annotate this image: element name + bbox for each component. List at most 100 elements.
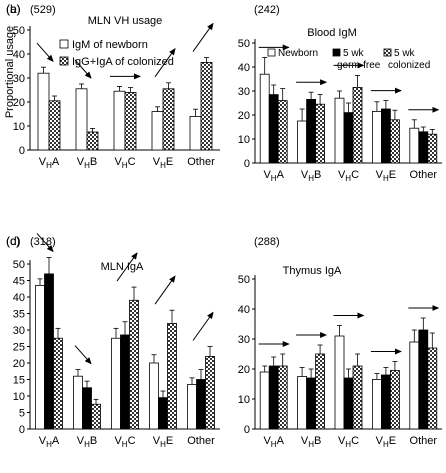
y-tick-label: 20 <box>238 364 250 376</box>
bar <box>306 377 317 430</box>
bar <box>113 90 126 151</box>
panel-title: Thymus IgA <box>283 265 342 277</box>
trend-arrow <box>74 345 92 365</box>
panel-label: (c) <box>6 234 20 248</box>
x-tick-label: Other <box>410 169 438 181</box>
panel-title: MLN IgA <box>101 261 144 273</box>
legend-label: IgG+IgA of colonized <box>72 56 174 68</box>
bar <box>315 353 326 430</box>
bar <box>277 365 288 430</box>
bar <box>259 73 270 164</box>
x-tick-label: VHC <box>114 435 135 449</box>
y-tick-label: 30 <box>238 86 250 98</box>
bar <box>53 337 63 430</box>
bar <box>315 103 326 164</box>
bar <box>124 92 137 151</box>
panel-label: (d) <box>6 234 21 248</box>
x-tick-label: VHA <box>39 435 60 449</box>
y-tick-label: 10 <box>238 134 250 146</box>
x-tick-label: VHC <box>338 435 359 449</box>
bar <box>189 116 202 151</box>
bar <box>277 100 288 164</box>
x-tick-label: VHA <box>39 156 60 170</box>
panel-label: (b) <box>6 2 21 16</box>
x-tick-label: VHB <box>77 435 97 449</box>
x-tick-label: VHE <box>376 435 396 449</box>
y-tick-label: 50 <box>238 38 250 50</box>
y-tick-label: 30 <box>238 334 250 346</box>
bar <box>389 119 400 164</box>
trend-arrow <box>154 47 176 78</box>
bar <box>418 131 429 164</box>
bar <box>162 88 175 151</box>
y-tick-label: 50 <box>13 259 25 271</box>
y-axis-label: Proportional usage <box>4 26 16 118</box>
bar <box>259 371 270 430</box>
bar <box>371 379 382 430</box>
y-tick-label: 20 <box>13 358 25 370</box>
bar <box>297 376 308 430</box>
bar <box>205 355 215 430</box>
x-tick-label: VHE <box>153 156 173 170</box>
x-tick-label: VHC <box>114 156 135 170</box>
y-tick-label: 40 <box>13 292 25 304</box>
bar <box>35 285 45 430</box>
x-tick-label: VHA <box>263 435 284 449</box>
bar <box>334 335 345 430</box>
y-tick-label: 10 <box>13 121 25 133</box>
x-tick-label: VHB <box>301 435 321 449</box>
sample-count: (242) <box>254 4 280 16</box>
bar <box>48 100 61 151</box>
y-tick-label: 35 <box>13 309 25 321</box>
y-tick-label: 0 <box>244 424 250 436</box>
bar <box>343 377 354 430</box>
bar <box>196 379 206 430</box>
trend-arrow <box>192 22 214 52</box>
bar <box>268 94 279 164</box>
y-tick-label: 45 <box>13 276 25 288</box>
bar <box>129 299 139 430</box>
legend-label: 5 wk colonized <box>388 48 430 71</box>
panel-label: (a) <box>6 2 21 16</box>
x-tick-label: VHC <box>338 169 359 183</box>
trend-arrow <box>154 275 176 305</box>
y-tick-label: 30 <box>13 73 25 85</box>
bar <box>306 99 317 164</box>
bar <box>111 337 121 430</box>
bar <box>380 374 391 430</box>
bar <box>427 133 438 164</box>
y-tick-label: 20 <box>13 97 25 109</box>
bar <box>352 365 363 430</box>
bar <box>409 341 420 430</box>
legend-swatch <box>267 48 276 57</box>
y-tick-label: 40 <box>238 62 250 74</box>
panel-title: MLN VH usage <box>88 15 163 27</box>
panel-title: Blood IgM <box>307 27 357 39</box>
legend-label: 5 wk germ-free <box>337 48 381 71</box>
x-tick-label: Other <box>187 156 215 168</box>
bar <box>200 62 213 151</box>
bar <box>268 365 279 430</box>
bar <box>380 108 391 164</box>
bar <box>371 111 382 164</box>
x-tick-label: VHE <box>376 169 396 183</box>
bar <box>427 347 438 430</box>
legend-swatch <box>332 48 341 57</box>
y-tick-label: 25 <box>13 342 25 354</box>
chart-panel: (a) (529) MLN VH usage 0 10 20 30 40 50 VHA VHB VHC… <box>6 2 220 170</box>
x-tick-label: VHB <box>77 156 97 170</box>
bar <box>409 127 420 164</box>
legend-swatch <box>383 48 392 57</box>
bar <box>151 111 164 151</box>
x-tick-label: VHE <box>153 435 173 449</box>
x-tick-label: VHA <box>263 169 284 183</box>
bar <box>352 87 363 164</box>
chart-panel: (b) (242) Blood IgM 0 10 20 30 40 50 VHA VHB VHC VHE… <box>6 2 442 183</box>
y-tick-label: 0 <box>244 158 250 170</box>
y-tick-label: 10 <box>13 391 25 403</box>
x-tick-label: Other <box>410 435 438 447</box>
trend-arrow <box>36 42 54 62</box>
